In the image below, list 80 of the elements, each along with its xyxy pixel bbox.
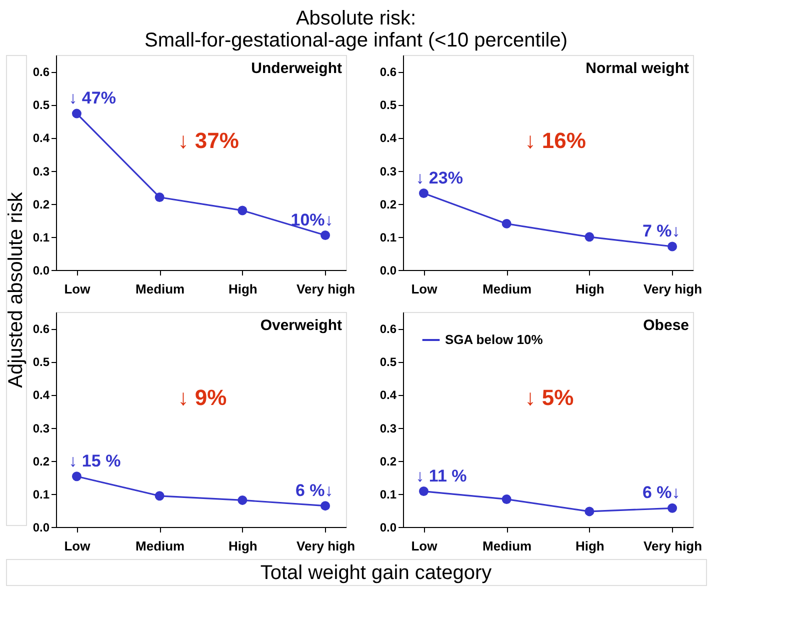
chart-subtitle: Underweight bbox=[251, 60, 342, 77]
x-tick-label: Very high bbox=[296, 538, 356, 554]
x-tick-label: Medium bbox=[482, 538, 532, 554]
annotation: 7 %↓ bbox=[642, 222, 680, 241]
point bbox=[584, 232, 594, 242]
y-tick-label: 0.6 bbox=[32, 322, 50, 336]
chart-subtitle: Normal weight bbox=[586, 60, 689, 77]
annotation: ↓ 23% bbox=[416, 168, 463, 188]
point bbox=[502, 218, 512, 228]
y-tick-label: 0.2 bbox=[32, 454, 50, 468]
annotation: ↓ 11 % bbox=[416, 466, 467, 486]
point bbox=[320, 230, 330, 240]
annotation: ↓ 47% bbox=[68, 88, 116, 108]
x-tick-label: Very high bbox=[296, 282, 356, 296]
y-tick-label: 0.3 bbox=[32, 164, 50, 178]
y-tick-label: 0.0 bbox=[32, 264, 50, 278]
annotation: 10%↓ bbox=[290, 210, 334, 230]
annotation: ↓ 9% bbox=[178, 385, 227, 410]
y-tick-label: 0.0 bbox=[32, 520, 50, 534]
point bbox=[238, 495, 248, 505]
y-tick-label: 0.2 bbox=[380, 454, 397, 468]
y-tick-label: 0.3 bbox=[380, 164, 397, 178]
x-tick-label: Low bbox=[411, 538, 438, 554]
x-tick-label: Medium bbox=[136, 282, 185, 296]
y-tick-label: 0.2 bbox=[380, 197, 397, 212]
point bbox=[668, 503, 678, 513]
y-tick-label: 0.1 bbox=[380, 487, 397, 502]
x-tick-label: Low bbox=[64, 538, 92, 554]
annotation: ↓ 16% bbox=[524, 128, 586, 153]
x-tick-label: Low bbox=[411, 282, 438, 296]
annotation: ↓ 5% bbox=[524, 385, 574, 410]
y-tick-label: 0.4 bbox=[380, 131, 397, 146]
x-tick-label: High bbox=[575, 538, 604, 554]
x-tick-label: Very high bbox=[644, 538, 702, 554]
point bbox=[238, 206, 248, 216]
x-tick-label: Very high bbox=[644, 282, 702, 296]
x-tick-label: High bbox=[228, 538, 258, 554]
y-tick-label: 0.5 bbox=[32, 98, 50, 112]
point bbox=[154, 192, 164, 202]
y-tick-label: 0.0 bbox=[380, 520, 397, 534]
y-tick-label: 0.3 bbox=[32, 421, 50, 436]
y-tick-label: 0.6 bbox=[32, 65, 50, 80]
y-axis-title: Adjusted absolute risk bbox=[5, 191, 27, 388]
x-tick-label: High bbox=[575, 282, 604, 296]
y-tick-label: 0.0 bbox=[380, 264, 397, 278]
point bbox=[418, 188, 428, 198]
y-tick-label: 0.4 bbox=[32, 388, 50, 402]
y-tick-label: 0.4 bbox=[380, 388, 397, 402]
point bbox=[72, 108, 82, 118]
y-tick-label: 0.3 bbox=[380, 421, 397, 436]
x-tick-label: High bbox=[228, 282, 258, 296]
point bbox=[418, 486, 428, 496]
y-tick-label: 0.1 bbox=[32, 230, 50, 244]
y-tick-label: 0.2 bbox=[32, 197, 50, 212]
y-tick-label: 0.5 bbox=[32, 355, 50, 370]
x-tick-label: Medium bbox=[136, 538, 185, 554]
x-tick-label: Low bbox=[64, 282, 92, 296]
y-tick-label: 0.6 bbox=[380, 322, 397, 336]
y-tick-label: 0.1 bbox=[32, 487, 50, 502]
y-tick-label: 0.4 bbox=[32, 131, 50, 146]
point bbox=[154, 491, 164, 501]
annotation: ↓ 15 % bbox=[68, 451, 121, 470]
annotation: ↓ 37% bbox=[178, 128, 239, 153]
y-tick-label: 0.5 bbox=[380, 98, 397, 112]
y-tick-label: 0.1 bbox=[380, 230, 397, 244]
annotation: 6 %↓ bbox=[295, 480, 334, 500]
x-tick-label: Medium bbox=[482, 282, 532, 296]
point bbox=[502, 494, 512, 504]
chart-title: Absolute risk: Small-for-gestational-age infant (<10 percentile) bbox=[144, 8, 568, 52]
chart-subtitle: Overweight bbox=[260, 317, 342, 334]
point bbox=[72, 472, 82, 482]
point bbox=[668, 242, 678, 252]
x-axis-title: Total weight gain category bbox=[260, 562, 492, 584]
y-tick-label: 0.6 bbox=[380, 65, 397, 80]
point bbox=[320, 501, 330, 511]
point bbox=[584, 506, 594, 516]
y-tick-label: 0.5 bbox=[380, 355, 397, 370]
annotation: 6 %↓ bbox=[642, 483, 680, 502]
legend-label: SGA below 10% bbox=[445, 332, 544, 347]
chart-subtitle: Obese bbox=[643, 317, 689, 334]
